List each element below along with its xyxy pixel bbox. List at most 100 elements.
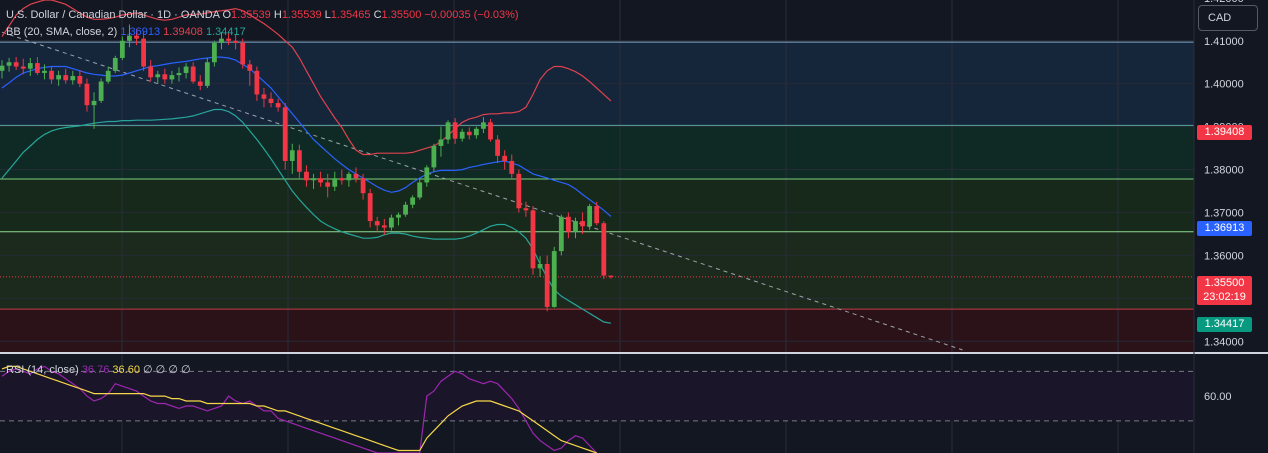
candle-body (318, 178, 323, 183)
candle-body (13, 62, 19, 67)
bb-upper-line (1, 0, 612, 156)
candle-body (438, 139, 444, 146)
candle-body (304, 171, 309, 181)
candle-body (587, 206, 593, 227)
symbol-title: U.S. Dollar / Canadian Dollar (6, 9, 148, 21)
candle-body (601, 223, 607, 276)
rsi-axis-background (1194, 354, 1268, 453)
bb-lower-line (1, 108, 612, 324)
candle-body (247, 64, 253, 71)
candle-body (332, 178, 338, 187)
candle-body (509, 160, 515, 174)
symbol-legend[interactable]: U.S. Dollar / Canadian Dollar · 1D · OAN… (6, 9, 519, 21)
candle-body (573, 221, 578, 232)
candle-body (212, 42, 217, 63)
candle-body (608, 275, 614, 277)
candle-body (544, 264, 550, 307)
high-value: 1.35539 (281, 9, 322, 21)
candle-body (282, 107, 288, 161)
bb-label: BB (20, SMA, close, 2) (6, 26, 118, 38)
interval-label: 1D (157, 9, 172, 21)
candle-body (473, 128, 479, 136)
candle-body (169, 75, 175, 80)
candle-body (481, 122, 486, 129)
candle-body (275, 103, 281, 108)
price-tick-label: 1.37000 (1204, 207, 1244, 219)
rsi-ma-value: 36.60 (112, 364, 140, 376)
candle-body (530, 210, 536, 269)
rsi-label: RSI (14, close) (6, 364, 79, 376)
candle-body (77, 75, 83, 84)
candle-body (105, 70, 111, 82)
candle-body (56, 75, 62, 80)
candle-body (325, 182, 331, 187)
trend-line (1, 31, 963, 351)
candle-body (502, 155, 508, 161)
candle-body (84, 83, 90, 106)
candle-body (20, 66, 26, 69)
candle-body (27, 63, 33, 69)
close-value: 1.35500 (381, 9, 422, 21)
candle-body (516, 173, 522, 209)
candle-body (431, 145, 437, 168)
bb-legend[interactable]: BB (20, SMA, close, 2) 1.36913 1.39408 1… (6, 26, 246, 38)
candle-body (289, 150, 295, 161)
candle-body (119, 40, 125, 58)
candle-body (360, 178, 366, 194)
zone-3 (0, 231, 1194, 310)
candle-body (374, 221, 380, 226)
bar-countdown: 23:02:19 (1203, 291, 1246, 303)
currency-button[interactable]: CAD (1198, 5, 1258, 31)
candle-body (148, 66, 154, 78)
low-value: 1.35465 (330, 9, 371, 21)
candle-body (233, 40, 239, 43)
candle-body (155, 74, 161, 78)
candle-body (488, 122, 493, 140)
open-value: 1.35539 (231, 9, 271, 21)
candle-body (91, 100, 97, 106)
candle-body (190, 66, 196, 82)
candle-body (381, 225, 387, 228)
candle-body (353, 173, 359, 179)
candle-body (566, 216, 571, 232)
broker-label: OANDA (180, 9, 220, 21)
candle-body (403, 204, 408, 215)
bb-upper-price-chip: 1.39408 (1197, 125, 1252, 140)
rsi-ma-line (1, 365, 597, 453)
bb-basis-value: 1.36913 (120, 26, 161, 38)
candle-body (296, 150, 302, 172)
candle-body (162, 74, 168, 80)
candle-body (417, 182, 423, 198)
pane-separator (0, 352, 1268, 354)
candle-body (261, 94, 267, 99)
candle-body (35, 63, 40, 73)
price-tick-label: 1.42000 (1204, 0, 1244, 5)
candle-body (396, 214, 401, 218)
candle-body (558, 216, 564, 252)
price-tick-label: 1.34000 (1204, 336, 1244, 348)
candle-body (6, 62, 12, 66)
rsi-tick-label: 60.00 (1204, 391, 1232, 403)
candle-body (389, 217, 394, 228)
candle-body (311, 178, 316, 181)
candle-body (346, 173, 352, 181)
candle-body (127, 35, 132, 41)
candle-body (452, 122, 458, 139)
candle-body (254, 70, 260, 95)
candle-body (410, 197, 416, 205)
candle-body (424, 167, 430, 183)
rsi-legend[interactable]: RSI (14, close) 36.76 36.60 ∅ ∅ ∅ ∅ (6, 364, 191, 376)
rsi-line (1, 365, 598, 453)
candle-body (204, 62, 210, 86)
candle-body (183, 66, 189, 73)
last-price-value: 1.35500 (1204, 277, 1245, 289)
candle-body (339, 178, 345, 181)
candle-body (49, 70, 54, 80)
candle-body (219, 38, 224, 43)
candle-body (466, 131, 472, 136)
candle-body (176, 72, 182, 76)
candle-body (240, 42, 246, 65)
candle-body (268, 98, 274, 104)
